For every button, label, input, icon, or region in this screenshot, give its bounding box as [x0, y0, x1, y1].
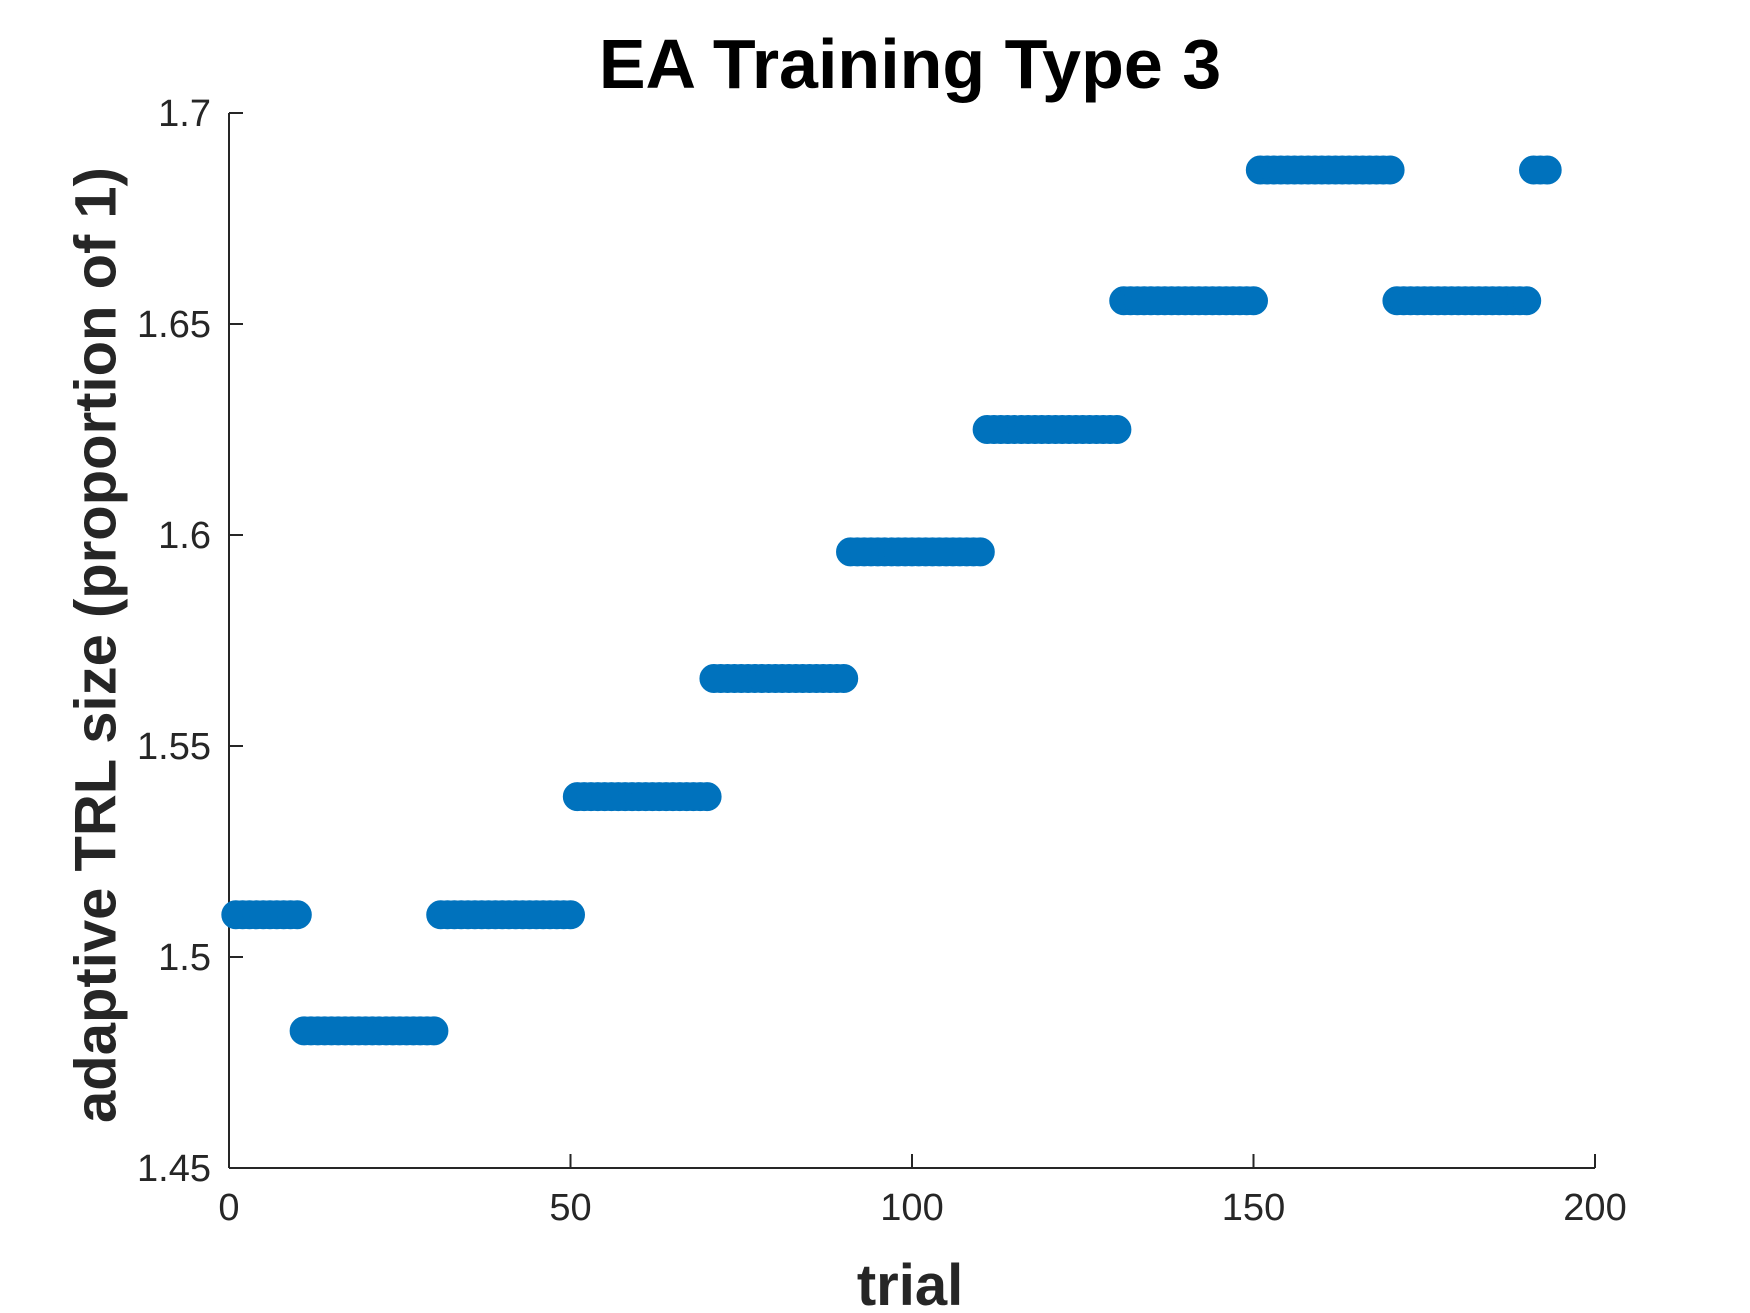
- axes: [228, 113, 1595, 1169]
- data-point: [1239, 286, 1268, 316]
- y-tick-label: 1.65: [137, 304, 211, 346]
- x-axis-label: trial: [857, 1253, 963, 1313]
- data-point: [1532, 155, 1562, 185]
- data-point: [692, 782, 722, 812]
- x-tick-label: 0: [218, 1187, 239, 1229]
- data-point: [829, 663, 859, 693]
- y-tick-label: 1.5: [158, 937, 211, 979]
- data-points: [221, 155, 1562, 1046]
- y-axis-label: adaptive TRL size (proportion of 1): [63, 167, 128, 1123]
- data-point: [1375, 155, 1405, 185]
- ticks: 0 50 100 150 200 1.45 1.5 1.55 1.6 1.65 1.7: [137, 93, 1627, 1229]
- x-tick-label: 50: [549, 1187, 591, 1229]
- data-point: [965, 537, 995, 567]
- data-point: [282, 900, 312, 930]
- y-tick-label: 1.6: [158, 515, 211, 557]
- chart-title: EA Training Type 3: [599, 25, 1221, 103]
- x-tick-label: 100: [880, 1187, 943, 1229]
- data-point: [556, 900, 585, 930]
- data-point: [419, 1016, 449, 1046]
- data-point: [1512, 286, 1542, 316]
- y-tick-label: 1.45: [137, 1148, 211, 1190]
- y-tick-label: 1.55: [137, 726, 211, 768]
- data-point: [1102, 415, 1132, 444]
- x-tick-label: 150: [1222, 1187, 1285, 1229]
- x-tick-label: 200: [1563, 1187, 1626, 1229]
- y-tick-label: 1.7: [158, 93, 211, 135]
